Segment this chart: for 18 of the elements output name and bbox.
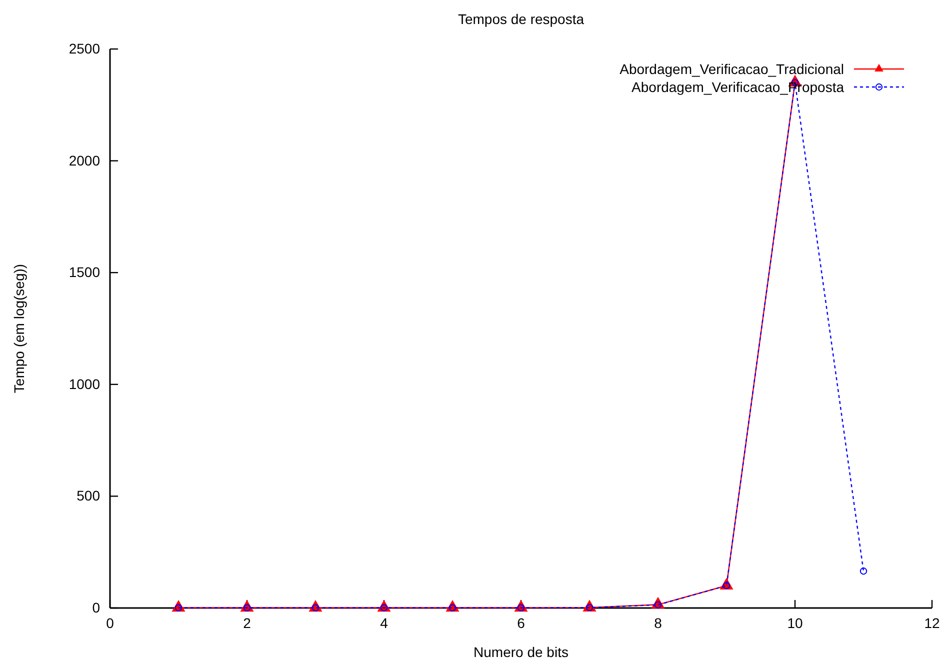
- legend-label: Abordagem_Verificacao_Tradicional: [620, 61, 844, 77]
- x-tick-label: 6: [517, 614, 526, 631]
- x-axis-title: Numero de bits: [474, 644, 568, 660]
- y-tick-label: 0: [92, 599, 100, 616]
- point: [860, 568, 868, 575]
- x-tick-label: 0: [106, 614, 114, 631]
- y-axis-title: Tempo (em log(seg)): [11, 264, 27, 394]
- y-tick-label: 500: [76, 488, 100, 504]
- y-tick-label: 2000: [68, 152, 100, 168]
- x-tick-label: 12: [924, 614, 940, 631]
- y-tick-label: 1000: [68, 376, 100, 392]
- x-tick-label: 4: [380, 614, 388, 631]
- x-tick-label: 8: [654, 614, 662, 631]
- x-tick-label: 2: [243, 614, 252, 631]
- chart-title: Tempos de resposta: [458, 11, 584, 27]
- y-tick-label: 2500: [68, 40, 100, 56]
- y-tick-label: 1500: [68, 264, 100, 280]
- x-tick-label: 10: [787, 614, 803, 631]
